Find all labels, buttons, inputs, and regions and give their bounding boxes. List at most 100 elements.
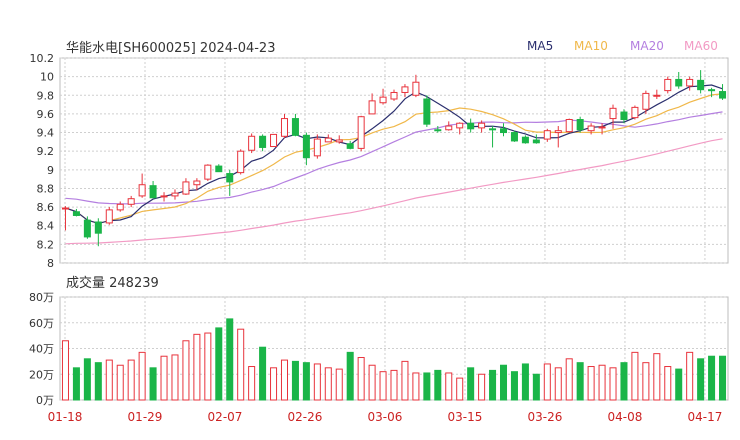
- volume-bar-down: [467, 367, 475, 401]
- volume-tick-label: 20万: [29, 368, 54, 381]
- candle-down: [675, 78, 683, 87]
- candle-down: [83, 219, 91, 238]
- candle-up: [686, 78, 694, 87]
- date-tick-label: 04-17: [688, 410, 723, 424]
- volume-bar-up: [401, 360, 409, 401]
- candle-up: [543, 130, 551, 140]
- volume-bar-down: [434, 369, 442, 401]
- volume-bar-up: [61, 340, 69, 401]
- volume-bar-down: [620, 362, 628, 401]
- candle-up: [609, 107, 617, 120]
- candle-up: [237, 150, 245, 174]
- candle-up: [182, 181, 190, 195]
- volume-bar-down: [346, 351, 354, 401]
- volume-bar-up: [368, 364, 376, 401]
- volume-bar-down: [94, 362, 102, 401]
- volume-bar-up: [390, 369, 398, 401]
- date-tick-label: 04-08: [608, 410, 643, 424]
- candle-up: [401, 86, 409, 93]
- candle-down: [94, 221, 102, 234]
- volume-bar-up: [379, 371, 387, 401]
- candle-down: [521, 136, 529, 144]
- volume-bar-up: [193, 333, 201, 401]
- candle-down: [434, 129, 442, 132]
- volume-bar-up: [653, 353, 661, 401]
- candle-up: [324, 137, 332, 143]
- volume-axis: 80万 60万 40万 20万 0万: [29, 291, 54, 407]
- volume-bar-down: [576, 362, 584, 401]
- candle-up: [193, 180, 201, 186]
- candle-down: [576, 119, 584, 131]
- candle-up: [565, 119, 573, 133]
- candle-up: [160, 195, 168, 198]
- volume-bar-up: [248, 366, 256, 401]
- candle-down: [215, 165, 223, 173]
- candle-up: [445, 125, 453, 131]
- volume-bar-down: [708, 355, 716, 401]
- legend: MA5 MA10 MA20 MA60: [527, 39, 718, 53]
- price-tick-label: 9: [47, 164, 54, 177]
- volume-bar-down: [72, 367, 80, 401]
- date-axis: 01-18 01-29 02-07 02-26 03-06 03-15 03-26 04-08…: [48, 410, 723, 424]
- candle-down: [149, 185, 157, 199]
- candle-down: [346, 143, 354, 149]
- ma10-line: [65, 93, 723, 225]
- candle-up: [664, 78, 672, 92]
- volume-bar-up: [182, 340, 190, 401]
- date-tick-label: 01-18: [48, 410, 83, 424]
- volume-bar-up: [204, 332, 212, 401]
- candle-down: [226, 173, 234, 183]
- candle-up: [280, 118, 289, 137]
- volume-bar-up: [335, 368, 343, 401]
- price-tick-label: 8.2: [37, 238, 55, 251]
- volume-bar-up: [116, 364, 124, 401]
- volume-bar-up: [609, 367, 617, 401]
- candle-up: [631, 106, 639, 119]
- volume-bar-up: [324, 367, 332, 401]
- volume-bar-up: [478, 373, 486, 401]
- volume-bar-down: [259, 346, 267, 401]
- candle-down: [719, 91, 727, 99]
- date-tick-label: 02-07: [208, 410, 243, 424]
- legend-ma10: MA10: [574, 39, 608, 53]
- candle-up: [587, 125, 595, 132]
- volume-bar-down: [499, 364, 508, 401]
- volume-tick-label: 40万: [29, 343, 54, 356]
- price-tick-label: 9.4: [37, 127, 55, 140]
- price-tick-label: 8.4: [37, 220, 55, 233]
- candle-up: [554, 130, 562, 134]
- candle-up: [335, 139, 343, 143]
- price-tick-label: 9.2: [37, 145, 55, 158]
- legend-ma60: MA60: [684, 39, 718, 53]
- volume-bar-up: [105, 359, 113, 401]
- volume-bar-down: [675, 368, 683, 401]
- ma60-line: [65, 138, 723, 245]
- volume-bar-up: [554, 367, 562, 401]
- volume-bar-down: [532, 373, 540, 401]
- volume-bar-down: [521, 363, 529, 401]
- candle-down: [620, 111, 628, 121]
- price-tick-label: 10: [40, 71, 54, 84]
- candle-down: [499, 128, 508, 134]
- volume-bar-up: [598, 364, 606, 401]
- volume-bar-down: [423, 372, 431, 401]
- candle-up: [171, 192, 179, 197]
- candle-up: [379, 96, 387, 104]
- price-tick-label: 9.8: [37, 89, 55, 102]
- volume-bar-up: [543, 363, 551, 401]
- grid: [59, 57, 729, 401]
- candle-down: [302, 134, 310, 159]
- candle-down: [708, 89, 716, 92]
- candle-down: [423, 98, 431, 125]
- volume-bar-up: [587, 366, 595, 401]
- volume-bars: [61, 318, 727, 401]
- volume-bar-up: [445, 372, 453, 401]
- candle-up: [61, 207, 69, 210]
- candle-up: [357, 116, 365, 149]
- volume-bar-up: [313, 363, 321, 401]
- volume-bar-up: [127, 359, 135, 401]
- volume-bar-down: [510, 371, 518, 401]
- volume-bar-down: [697, 358, 705, 401]
- chart-title: 华能水电[SH600025] 2024-04-23: [66, 41, 275, 56]
- volume-bar-up: [160, 355, 168, 401]
